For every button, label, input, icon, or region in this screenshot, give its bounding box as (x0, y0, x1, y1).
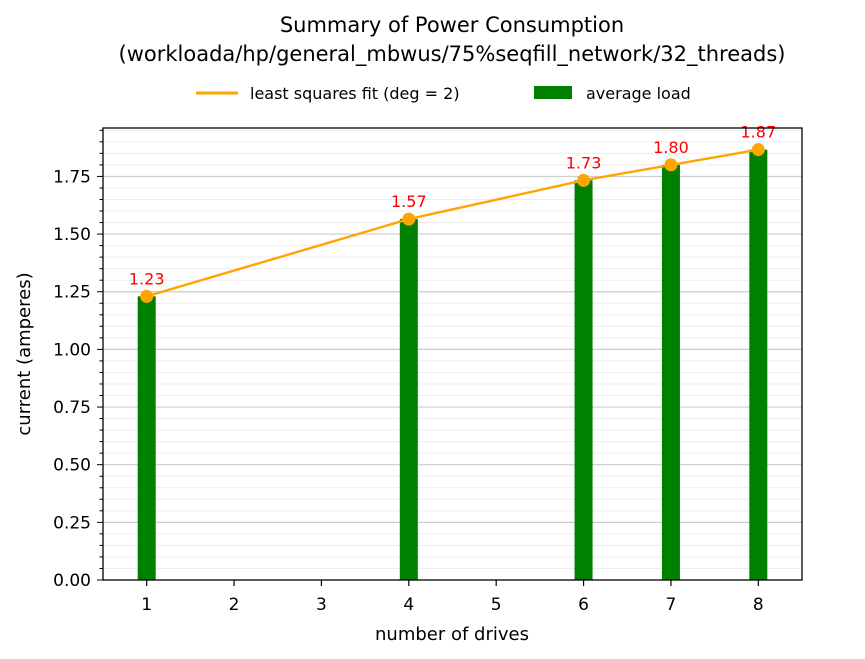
data-label: 1.73 (566, 153, 602, 172)
grid (103, 129, 802, 569)
bar (574, 180, 593, 580)
x-tick-label: 3 (316, 595, 327, 615)
y-tick-label: 0.75 (53, 398, 91, 418)
bar (661, 164, 680, 581)
fit-line (140, 143, 765, 303)
y-tick-label: 1.25 (53, 283, 91, 303)
x-tick-label: 6 (578, 595, 589, 615)
x-axis-label: number of drives (375, 624, 529, 645)
y-axis-label: current (amperes) (14, 272, 35, 435)
x-tick-label: 2 (229, 595, 240, 615)
fit-point (577, 173, 591, 187)
plot-frame (102, 127, 803, 581)
x-axis-ticks: 1 2 3 4 5 6 7 8 (141, 580, 764, 615)
fit-point (664, 158, 678, 172)
data-label: 1.57 (391, 192, 427, 211)
legend: least squares fit (deg = 2) average load (196, 84, 691, 103)
y-tick-label: 0.00 (53, 571, 91, 591)
bar (137, 296, 156, 580)
y-tick-label: 1.75 (53, 167, 91, 187)
data-label: 1.23 (129, 269, 165, 288)
x-tick-label: 4 (403, 595, 414, 615)
x-tick-label: 7 (666, 595, 677, 615)
y-tick-label: 1.50 (53, 225, 91, 245)
data-label: 1.87 (741, 123, 777, 142)
fit-point (402, 212, 416, 226)
fit-point (751, 143, 765, 157)
x-tick-label: 8 (753, 595, 764, 615)
bar (749, 149, 768, 580)
y-axis-ticks: 0.00 0.25 0.50 0.75 1.00 1.25 1.50 1.75 (53, 129, 103, 591)
y-tick-label: 0.25 (53, 513, 91, 533)
fit-point (140, 289, 154, 303)
chart-title: Summary of Power Consumption (280, 13, 624, 37)
y-tick-label: 1.00 (53, 340, 91, 360)
data-label: 1.80 (653, 138, 689, 157)
x-tick-label: 5 (491, 595, 502, 615)
legend-label-bars: average load (586, 84, 691, 103)
legend-bar-swatch (534, 86, 572, 99)
legend-label-fit: least squares fit (deg = 2) (250, 84, 460, 103)
x-tick-label: 1 (141, 595, 152, 615)
y-tick-label: 0.50 (53, 456, 91, 476)
chart-subtitle: (workloada/hp/general_mbwus/75%seqfill_n… (119, 42, 786, 67)
bar (399, 219, 418, 580)
bars (137, 149, 768, 581)
